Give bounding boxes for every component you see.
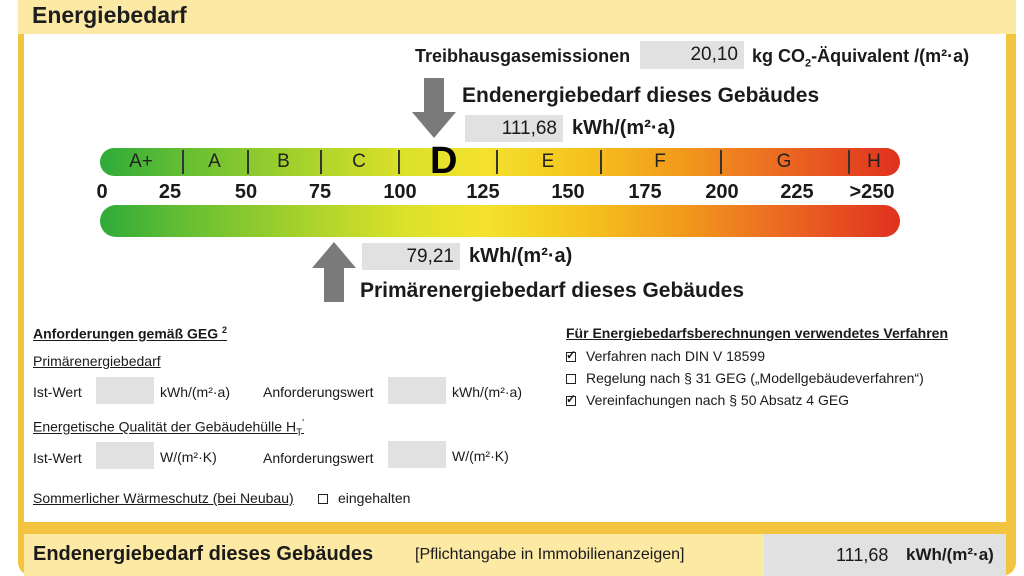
unit-label: W/(m²·K) [452, 448, 509, 464]
ist-wert-label: Ist-Wert [33, 384, 82, 400]
methods-heading: Für Energiebedarfsberechnungen verwendet… [566, 325, 949, 341]
tick-label: 125 [466, 181, 500, 203]
current-class-marker: D [430, 140, 458, 182]
page-title: Energiebedarf [32, 2, 187, 28]
method-item: Vereinfachungen nach § 50 Absatz 4 GEG [566, 392, 849, 408]
tick-label: 75 [308, 181, 332, 203]
primary-energy-value: 79,21 [406, 246, 454, 267]
end-energy-value-box [465, 115, 563, 142]
class-separator [398, 150, 400, 174]
title-bar [18, 0, 1016, 34]
unit-label: W/(m²·K) [160, 449, 217, 465]
tick-label: 200 [705, 181, 739, 203]
footer-label: Endenergiebedarf dieses Gebäudes [33, 543, 374, 565]
class-separator [182, 150, 184, 174]
tick-label: 225 [780, 181, 814, 203]
summer-checkbox[interactable] [318, 494, 328, 504]
primary-energy-label: Primärenergiebedarf dieses Gebäudes [360, 279, 744, 302]
method-checkbox[interactable] [566, 374, 576, 384]
footer-value: 111,68 [836, 545, 889, 565]
anforderungswert-primary-field [388, 377, 446, 404]
class-separator [600, 150, 602, 174]
method-checkbox[interactable] [566, 348, 576, 362]
anforderungswert-label: Anforderungswert [263, 384, 374, 400]
method-checkbox[interactable] [566, 392, 576, 406]
emissions-value-box [640, 41, 744, 69]
ist-wert-envelope-field [96, 442, 154, 469]
emissions-label: Treibhausgasemissionen [415, 46, 631, 66]
tick-label: 150 [551, 181, 585, 203]
footer-value-box [764, 534, 1006, 576]
class-a-plus: A+ [129, 151, 153, 172]
tick-label: 0 [96, 181, 108, 203]
summer-protection-label: Sommerlicher Wärmeschutz (bei Neubau) [33, 490, 294, 506]
ist-wert-primary-field [96, 377, 154, 404]
method-item: Verfahren nach DIN V 18599 [566, 348, 765, 364]
class-h: H [867, 151, 881, 172]
primary-energy-value-box [362, 243, 460, 270]
unit-label: kWh/(m²·a) [452, 384, 522, 400]
unit-label: kWh/(m²·a) [160, 384, 230, 400]
class-separator [848, 150, 850, 174]
anforderungswert-envelope-field [388, 441, 446, 468]
emissions-unit: kg CO2-Äquivalent /(m²·a) [752, 46, 970, 70]
primary-energy-unit: kWh/(m²·a) [469, 245, 573, 267]
tick-label: 25 [158, 181, 182, 203]
class-separator [720, 150, 722, 174]
primary-requirements-heading: Primärenergiebedarf [33, 353, 161, 369]
emissions-value: 20,10 [690, 44, 738, 65]
class-c: C [352, 151, 366, 172]
method-item: Regelung nach § 31 GEG („Modellgebäudeve… [566, 370, 924, 386]
class-a: A [208, 151, 221, 172]
class-f: F [654, 151, 666, 172]
energy-scale-top: A+ A B C E F G H [100, 148, 900, 176]
class-e: E [541, 151, 555, 172]
footer-note: [Pflichtangabe in Immobilienanzeigen] [415, 546, 685, 563]
anforderungswert-label: Anforderungswert [263, 450, 374, 466]
end-energy-unit: kWh/(m²·a) [572, 117, 676, 139]
energy-scale-bottom [100, 205, 900, 237]
class-g: G [776, 151, 792, 172]
tick-label: 100 [383, 181, 417, 203]
summer-protection-option: eingehalten [318, 490, 410, 506]
class-b: B [277, 151, 290, 172]
tick-label: >250 [849, 181, 895, 203]
footer-unit: kWh/(m²·a) [906, 545, 994, 564]
class-separator [247, 150, 249, 174]
tick-label: 50 [234, 181, 258, 203]
end-energy-label: Endenergiebedarf dieses Gebäudes [462, 84, 820, 107]
end-energy-value: 111,68 [501, 118, 557, 139]
tick-label: 175 [628, 181, 662, 203]
envelope-heading: Energetische Qualität der Gebäudehülle H… [33, 418, 305, 439]
end-energy-arrow-icon [412, 78, 456, 138]
requirements-heading: Anforderungen gemäß GEG 2 [33, 325, 228, 342]
ist-wert-label: Ist-Wert [33, 450, 82, 466]
class-separator [496, 150, 498, 174]
primary-energy-arrow-icon [312, 242, 356, 302]
class-separator [320, 150, 322, 174]
